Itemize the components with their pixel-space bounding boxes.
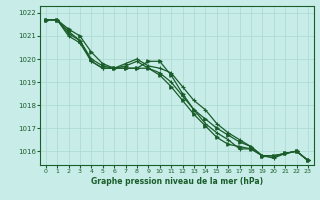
X-axis label: Graphe pression niveau de la mer (hPa): Graphe pression niveau de la mer (hPa) (91, 177, 263, 186)
